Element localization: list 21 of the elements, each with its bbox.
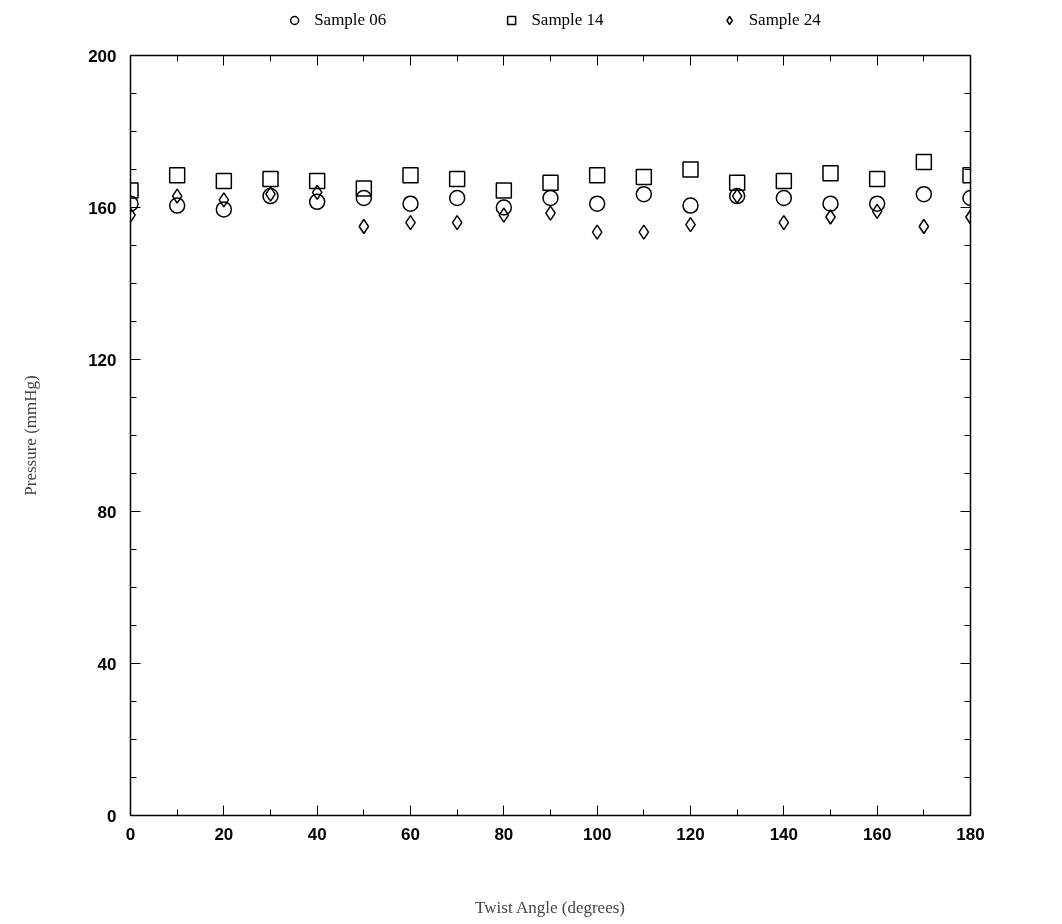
y-tick-label: 80 [97, 502, 117, 522]
x-tick-label: 60 [401, 824, 420, 844]
x-tick-label: 140 [769, 824, 799, 844]
x-tick-label: 20 [214, 824, 234, 844]
x-axis-title: Twist Angle (degrees) [475, 897, 625, 917]
x-tick-label: 180 [956, 824, 985, 844]
y-tick-label: 200 [88, 46, 117, 66]
x-tick-label: 120 [676, 824, 705, 844]
x-tick-label: 80 [494, 824, 514, 844]
legend-label: Sample 14 [531, 10, 604, 30]
y-tick-label: 160 [88, 198, 117, 218]
x-tick-label: 160 [862, 824, 892, 844]
x-tick-label: 0 [125, 824, 136, 844]
x-tick-label: 100 [582, 824, 612, 844]
legend-label: Sample 24 [748, 10, 821, 30]
y-tick-label: 120 [88, 350, 117, 370]
y-tick-label: 40 [97, 654, 117, 674]
y-tick-label: 0 [107, 806, 117, 826]
x-tick-label: 40 [307, 824, 327, 844]
y-axis-title: Pressure (mmHg) [21, 375, 41, 496]
legend-label: Sample 06 [314, 10, 387, 30]
